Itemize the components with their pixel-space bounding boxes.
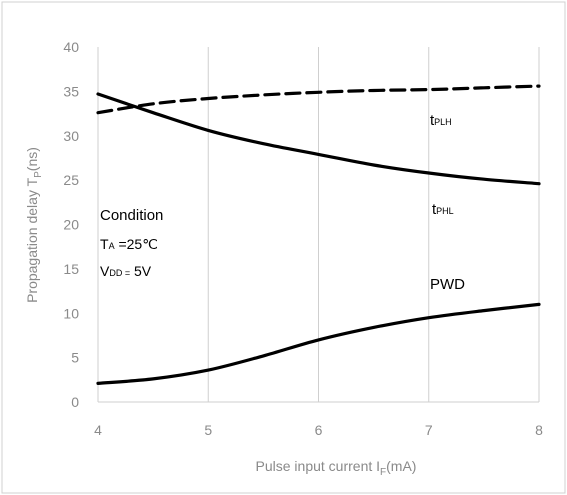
y-tick-label: 30 bbox=[63, 128, 79, 144]
x-axis-title-unit: (mA) bbox=[386, 458, 416, 474]
series-line-tplh bbox=[96, 84, 541, 115]
label-pwd: PWD bbox=[430, 276, 465, 293]
condition-temperature: TA =25℃ bbox=[100, 236, 158, 252]
x-axis-title: Pulse input current IF(mA) bbox=[256, 458, 417, 478]
series-lines bbox=[96, 84, 541, 385]
grid-lines bbox=[97, 47, 540, 403]
x-tick-label: 5 bbox=[204, 422, 212, 438]
x-tick-label: 8 bbox=[535, 422, 543, 438]
series-line-tphl bbox=[96, 92, 541, 186]
x-axis-title-subscript: F bbox=[380, 467, 386, 478]
y-tick-label: 35 bbox=[63, 83, 79, 99]
label-tphl: tPHL bbox=[432, 201, 454, 218]
y-tick-label: 20 bbox=[63, 217, 79, 233]
x-tick-label: 4 bbox=[94, 422, 102, 438]
y-axis-title-subscript: P bbox=[33, 171, 44, 178]
y-tick-label: 40 bbox=[63, 39, 79, 55]
x-tick-label: 6 bbox=[315, 422, 323, 438]
condition-vdd: VDD = 5V bbox=[100, 263, 152, 279]
y-axis-title-unit: (ns) bbox=[24, 147, 40, 171]
tick-labels: 4 5 6 7 8 0 5 10 15 20 25 30 35 40 bbox=[63, 39, 543, 438]
y-tick-label: 0 bbox=[71, 394, 79, 410]
condition-title: Condition bbox=[100, 207, 163, 224]
y-tick-label: 10 bbox=[63, 305, 79, 321]
label-tplh: tPLH bbox=[430, 112, 452, 129]
series-line-pwd bbox=[96, 302, 541, 385]
y-tick-label: 15 bbox=[63, 261, 79, 277]
y-tick-label: 25 bbox=[63, 172, 79, 188]
x-tick-label: 7 bbox=[425, 422, 433, 438]
y-axis-title: Propagation delay TP(ns) bbox=[24, 147, 44, 303]
y-tick-label: 5 bbox=[71, 350, 79, 366]
